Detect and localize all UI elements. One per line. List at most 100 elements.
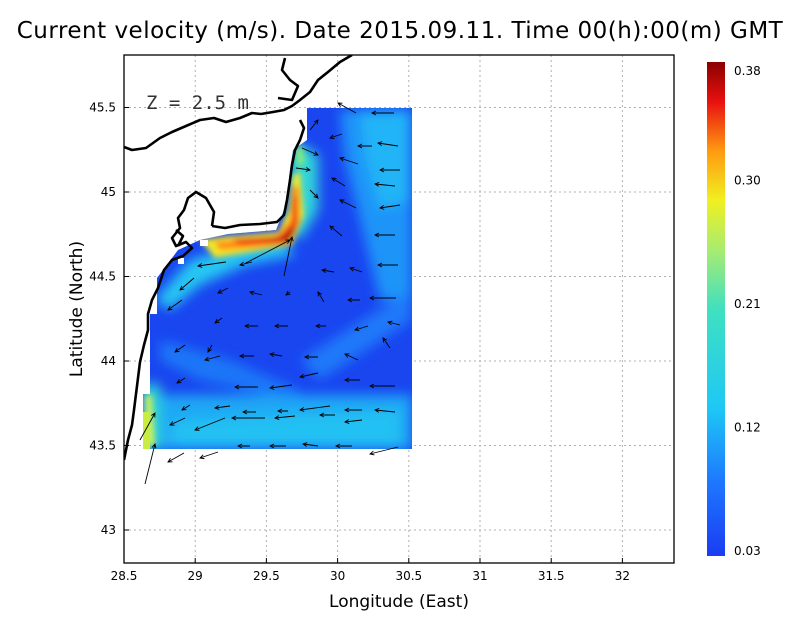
x-tick-label: 30 xyxy=(330,569,345,583)
x-tick-label: 29.5 xyxy=(253,569,280,583)
velocity-arrow xyxy=(233,384,258,390)
velocity-arrow xyxy=(349,266,363,273)
velocity-arrow xyxy=(317,291,325,303)
y-tick-label: 45.5 xyxy=(89,101,116,115)
velocity-arrow xyxy=(309,119,319,131)
velocity-arrow xyxy=(318,412,335,418)
velocity-arrow xyxy=(249,290,263,296)
velocity-arrow xyxy=(331,177,346,187)
velocity-arrow xyxy=(321,268,335,273)
velocity-arrow xyxy=(337,102,357,114)
velocity-arrow xyxy=(387,320,401,326)
colorbar-labels: 0.38 0.30 0.21 0.12 0.03 xyxy=(734,64,761,558)
y-tick-label: 45 xyxy=(101,185,116,199)
velocity-arrow xyxy=(373,181,396,187)
velocity-arrow xyxy=(139,412,156,441)
velocity-arrow xyxy=(314,323,326,329)
colorbar-label: 0.03 xyxy=(734,544,761,558)
depth-label: Z = 2.5 m xyxy=(146,92,249,114)
velocity-arrow xyxy=(299,372,319,379)
velocity-arrow xyxy=(368,295,396,301)
velocity-arrow xyxy=(204,355,221,362)
y-tick-label: 43 xyxy=(101,523,116,537)
velocity-arrow xyxy=(273,323,288,329)
velocity-arrow xyxy=(303,354,318,360)
velocity-arrow xyxy=(377,141,399,147)
velocity-arrow xyxy=(373,407,396,413)
velocity-arrow xyxy=(373,232,395,238)
velocity-arrow xyxy=(167,452,185,463)
velocity-arrow xyxy=(295,167,311,172)
velocity-arrow xyxy=(239,261,253,267)
velocity-arrow xyxy=(378,167,400,173)
velocity-arrow xyxy=(344,419,363,424)
velocity-arrow xyxy=(382,337,391,349)
velocity-arrow xyxy=(339,156,359,165)
velocity-arrow xyxy=(269,384,293,390)
colorbar-label: 0.21 xyxy=(734,297,761,311)
velocity-arrow xyxy=(368,383,395,389)
velocity-arrow xyxy=(285,290,291,296)
velocity-arrow xyxy=(376,262,398,268)
velocity-arrow xyxy=(181,404,191,411)
velocity-arrow xyxy=(179,277,195,291)
velocity-arrow xyxy=(354,325,369,332)
velocity-arrow xyxy=(197,261,227,268)
velocity-arrow xyxy=(269,352,283,357)
velocity-arrow xyxy=(283,236,294,277)
velocity-arrow xyxy=(343,377,360,383)
velocity-arrow xyxy=(343,407,362,413)
coastline xyxy=(124,55,353,461)
velocity-arrow xyxy=(167,299,183,311)
colorbar-label: 0.30 xyxy=(734,174,761,188)
velocity-arrow xyxy=(217,287,229,294)
velocity-arrow xyxy=(194,417,226,431)
y-axis-ticks: 43 43.5 44 44.5 45 45.5 xyxy=(89,101,129,537)
chart-title: Current velocity (m/s). Date 2015.09.11.… xyxy=(16,18,784,44)
velocity-arrow xyxy=(236,443,250,449)
velocity-arrow xyxy=(276,408,288,414)
x-axis-ticks: 28.5 29 29.5 30 30.5 31 31.5 32 xyxy=(111,558,630,583)
velocity-arrow xyxy=(214,317,223,324)
velocity-arrow xyxy=(214,405,231,410)
velocity-arrows xyxy=(139,102,401,485)
velocity-arrow xyxy=(268,443,286,449)
velocity-arrow xyxy=(230,415,265,421)
velocity-arrow xyxy=(207,344,213,353)
y-tick-label: 44.5 xyxy=(89,270,116,284)
velocity-arrow xyxy=(238,353,254,359)
x-tick-label: 29 xyxy=(188,569,203,583)
velocity-arrow xyxy=(302,442,319,447)
velocity-arrow xyxy=(356,143,372,149)
x-tick-label: 31.5 xyxy=(538,569,565,583)
colorbar-label: 0.38 xyxy=(734,64,761,78)
y-tick-label: 43.5 xyxy=(89,439,116,453)
velocity-arrow xyxy=(309,189,319,199)
velocity-arrow xyxy=(174,344,186,353)
velocity-arrow xyxy=(241,409,256,415)
velocity-arrow xyxy=(339,199,357,209)
velocity-arrow xyxy=(370,110,394,116)
colorbar xyxy=(707,62,725,556)
velocity-arrow xyxy=(144,443,157,485)
y-axis-label: Latitude (North) xyxy=(67,241,87,377)
velocity-arrow xyxy=(334,443,352,449)
colorbar-label: 0.12 xyxy=(734,421,761,435)
x-tick-label: 30.5 xyxy=(395,569,422,583)
y-tick-label: 44 xyxy=(101,354,116,368)
velocity-arrow xyxy=(329,225,343,237)
velocity-arrow xyxy=(301,147,319,156)
velocity-arrow xyxy=(299,405,331,412)
velocity-arrow xyxy=(176,377,186,384)
x-tick-label: 28.5 xyxy=(111,569,138,583)
x-tick-label: 31 xyxy=(472,569,487,583)
velocity-arrow xyxy=(369,446,399,456)
x-tick-label: 32 xyxy=(615,569,630,583)
velocity-arrow xyxy=(346,297,360,303)
velocity-arrow xyxy=(379,204,401,210)
velocity-arrow xyxy=(273,415,296,421)
velocity-field xyxy=(143,108,412,449)
velocity-arrow xyxy=(344,353,359,361)
x-axis-label: Longitude (East) xyxy=(329,592,469,612)
